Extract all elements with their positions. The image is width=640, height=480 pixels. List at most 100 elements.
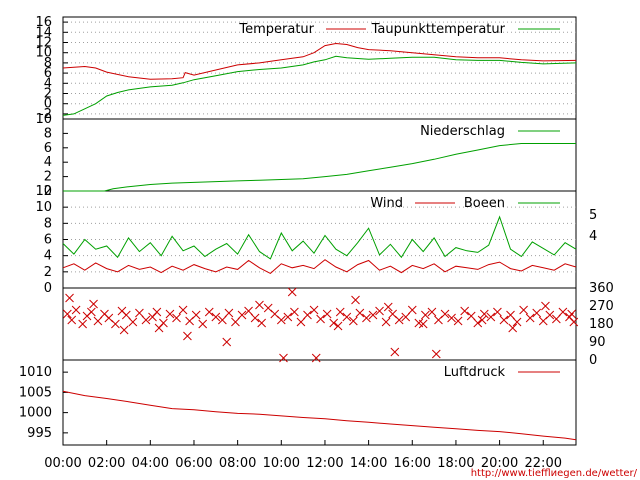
direction-point (351, 295, 360, 305)
direction-point (453, 316, 463, 326)
direction-point (309, 305, 319, 315)
y-tick-label: 14 (35, 25, 52, 40)
y-tick-label: 1000 (19, 406, 52, 421)
y-tick-label: 995 (27, 426, 52, 441)
direction-point (569, 317, 579, 327)
legend-label: Luftdruck (444, 365, 506, 380)
y-tick-label: 2 (44, 87, 52, 102)
direction-point (287, 287, 297, 297)
credit-link[interactable]: http://www.tiefflиegen.de/wetter/ (471, 468, 638, 479)
direction-point (283, 312, 293, 322)
direction-point (152, 307, 162, 317)
direction-point (218, 315, 227, 325)
legend-label: Temperatur (238, 22, 314, 37)
direction-point (421, 310, 430, 320)
y-tick-label: 4 (44, 155, 52, 170)
direction-point (394, 315, 404, 325)
direction-point (368, 310, 378, 320)
direction-point (545, 310, 555, 320)
x-tick-label: 02:00 (88, 456, 125, 471)
direction-point (244, 306, 253, 316)
y2-tick-label: 5 (589, 208, 597, 223)
direction-point (383, 302, 393, 312)
direction-point (303, 310, 312, 320)
direction-point (493, 307, 502, 317)
y-tick-label: 16 (35, 15, 52, 30)
y-tick-label: 1010 (19, 365, 52, 380)
pressure-panel-frame (62, 359, 577, 446)
direction-point (141, 315, 151, 325)
direction-point (165, 309, 175, 319)
direction-point (506, 310, 515, 320)
direction-point (390, 347, 400, 357)
taupunkttemperatur-line (62, 55, 577, 116)
y-tick-label: 2 (44, 265, 52, 280)
direction-point (111, 319, 120, 329)
direction-point (63, 309, 72, 319)
direction-point (121, 310, 131, 320)
legends: Taupunkttemperatur Temperatur Niederschlag… (238, 22, 560, 380)
y2-tick-label: 270 (589, 299, 614, 314)
legend-label: Niederschlag (420, 124, 505, 139)
direction-point (250, 313, 260, 323)
x-tick-label: 14:00 (350, 456, 387, 471)
direction-point (440, 309, 450, 319)
direction-point (128, 317, 138, 327)
y-tick-label: 1005 (19, 385, 52, 400)
y-tick-label: 10 (35, 200, 52, 215)
direction-point (499, 315, 509, 325)
x-tick-label: 12:00 (306, 456, 343, 471)
direction-point (237, 310, 247, 320)
direction-point (65, 293, 74, 303)
direction-point (322, 309, 332, 319)
wind-line (62, 259, 577, 275)
direction-point (551, 314, 561, 324)
direction-point (460, 306, 470, 316)
y-tick-label: 4 (44, 76, 52, 91)
direction-point (401, 312, 411, 322)
direction-point (427, 307, 437, 317)
data-series (62, 42, 579, 441)
y-tick-label: 10 (35, 46, 52, 61)
y-tick-label: 4 (44, 249, 52, 264)
x-tick-label: 16:00 (394, 456, 431, 471)
direction-point (67, 315, 77, 325)
direction-point (348, 316, 358, 326)
wind-direction-panel-frame (62, 287, 577, 361)
direction-point (567, 309, 576, 319)
direction-point (512, 317, 522, 327)
y-tick-label: 8 (44, 216, 52, 231)
y2-tick-label: 90 (589, 335, 606, 350)
direction-point (466, 311, 476, 321)
direction-point (508, 323, 518, 333)
direction-point (172, 313, 181, 323)
direction-point (316, 314, 325, 324)
direction-point (211, 312, 221, 322)
direction-point (231, 317, 240, 327)
direction-point (329, 318, 339, 328)
y-tick-label: 10 (35, 112, 52, 127)
direction-point (87, 307, 96, 317)
y2-tick-label: 4 (589, 229, 597, 244)
direction-point (257, 318, 267, 328)
x-tick-labels: 00:00 02:00 04:00 06:00 08:00 10:00 12:00 14:00… (44, 440, 562, 471)
direction-point (532, 308, 542, 318)
direction-point (183, 331, 192, 341)
direction-point (333, 321, 343, 331)
x-tick-label: 10:00 (263, 456, 300, 471)
y-tick-label: 0 (44, 281, 52, 296)
luftdruck-line (62, 390, 577, 441)
direction-point (93, 316, 103, 326)
direction-point (407, 305, 417, 315)
direction-point (355, 308, 365, 318)
legend-label: Taupunkttemperatur (371, 22, 506, 37)
x-tick-label: 08:00 (219, 456, 256, 471)
direction-point (473, 318, 483, 328)
direction-point (89, 299, 98, 309)
y-tick-label: -2 (39, 107, 52, 122)
y-tick-label: 2 (44, 170, 52, 185)
grid-lines (63, 21, 576, 273)
direction-point (178, 305, 188, 315)
direction-point (558, 307, 568, 317)
